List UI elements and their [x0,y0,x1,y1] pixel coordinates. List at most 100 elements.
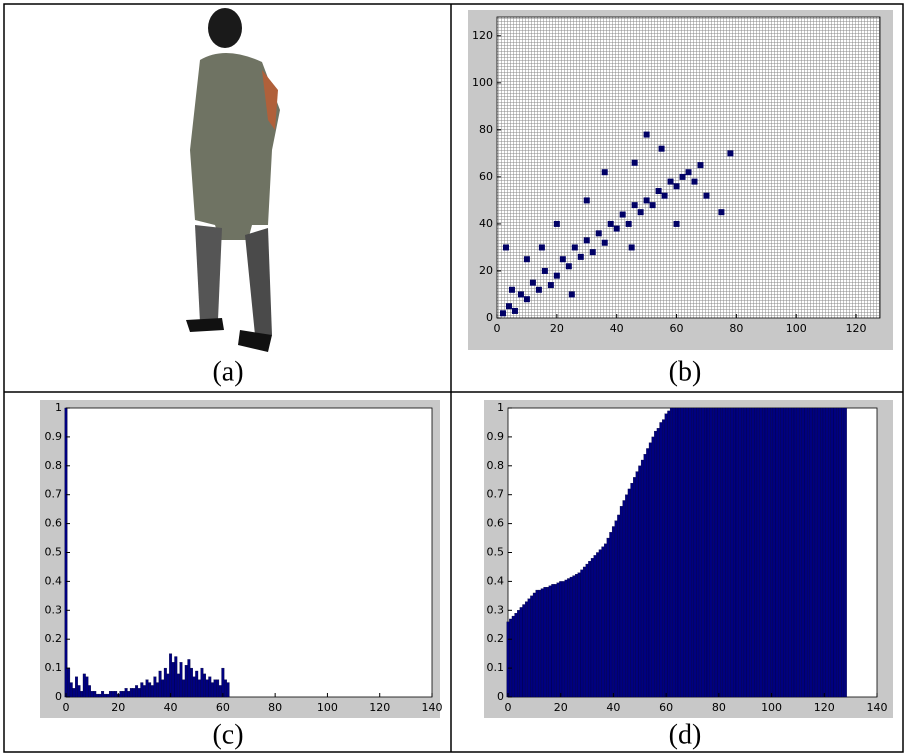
bar [103,693,107,698]
bar [706,407,710,698]
bar [569,576,573,698]
bar [812,407,816,698]
scatter-point [673,220,680,227]
scatter-point [529,279,536,286]
bar [822,407,826,698]
x-tick-label: 80 [712,701,726,714]
bar [163,667,167,698]
bar [588,561,592,698]
bar [627,488,631,698]
x-tick-label: 60 [659,701,673,714]
scatter-point [685,169,692,176]
bar [197,679,201,698]
bar [759,407,763,698]
y-tick-label: 0 [497,690,504,703]
x-tick-label: 140 [422,701,443,714]
x-tick-label: 60 [216,701,230,714]
bar [98,693,102,698]
bar [556,582,560,698]
chart: 0 20 40 60 80 100 120 140 0 0.1 0.2 0.3 0.4 0.5 0.6 0.7… [40,400,443,718]
bar [153,676,157,698]
chart: 0 20 40 60 80 100 120 0 20 40 60 80 100 120 [468,10,893,350]
scatter-point [601,239,608,246]
scatter-point [697,162,704,169]
bar [559,581,563,698]
bar [127,691,131,698]
bar [72,688,76,698]
y-tick-label: 0.2 [487,632,505,645]
bar [221,667,225,698]
bar [224,679,227,698]
scatter-point [628,244,635,251]
bar [509,618,513,698]
x-tick-label: 60 [670,322,684,335]
y-tick-label: 40 [479,217,493,230]
bar [669,407,673,698]
bar [725,407,729,698]
bar [598,549,602,698]
bar [187,659,191,698]
bar [614,520,618,698]
bar [575,574,578,698]
x-tick-label: 140 [867,701,888,714]
x-tick-label: 0 [494,322,501,335]
bar [622,500,626,698]
bar [619,506,623,698]
y-tick-label: 0.8 [487,459,505,472]
x-tick-label: 120 [814,701,835,714]
bar [630,482,634,698]
scatter-point [523,256,530,263]
bar [82,673,86,698]
bar [704,407,708,698]
bar [195,670,199,698]
scatter-point [553,272,560,279]
bar [129,688,133,698]
scatter-point [631,202,638,209]
bar [648,442,652,698]
bar [780,407,784,698]
scatter-point [613,225,620,232]
scatter-point [631,159,638,166]
bar [825,407,829,698]
bar [95,693,99,698]
x-tick-label: 20 [554,701,568,714]
bar [148,682,152,698]
scatter-point [649,202,656,209]
bar [625,494,629,698]
bar [182,679,186,698]
x-tick-label: 100 [317,701,338,714]
bar [108,691,112,698]
scatter-point [703,192,710,199]
bar [88,685,91,698]
y-tick-label: 80 [479,123,493,136]
scatter-point [541,267,548,274]
scatter-point [643,131,650,138]
bar [216,679,220,698]
scatter-point [679,173,686,180]
scatter-point [607,220,614,227]
bar [218,685,222,698]
scatter-point [718,209,725,216]
bar [640,459,644,698]
bar [208,676,212,698]
bar [85,676,89,698]
bar [114,691,118,698]
scatter-point [502,244,509,251]
y-tick-label: 0.2 [45,632,63,645]
scatter-point [658,145,665,152]
y-tick-label: 0.4 [487,574,505,587]
scatter-point [601,169,608,176]
bar [675,407,679,698]
y-tick-label: 0.6 [45,517,63,530]
bar [551,584,555,698]
bar [122,691,125,698]
scatter-point [619,211,626,218]
caption: (d) [669,719,702,750]
bar [801,407,805,698]
scatter-point [547,282,554,289]
bar [609,532,613,698]
bar [654,430,658,698]
bar [828,407,832,698]
bar [754,407,758,698]
